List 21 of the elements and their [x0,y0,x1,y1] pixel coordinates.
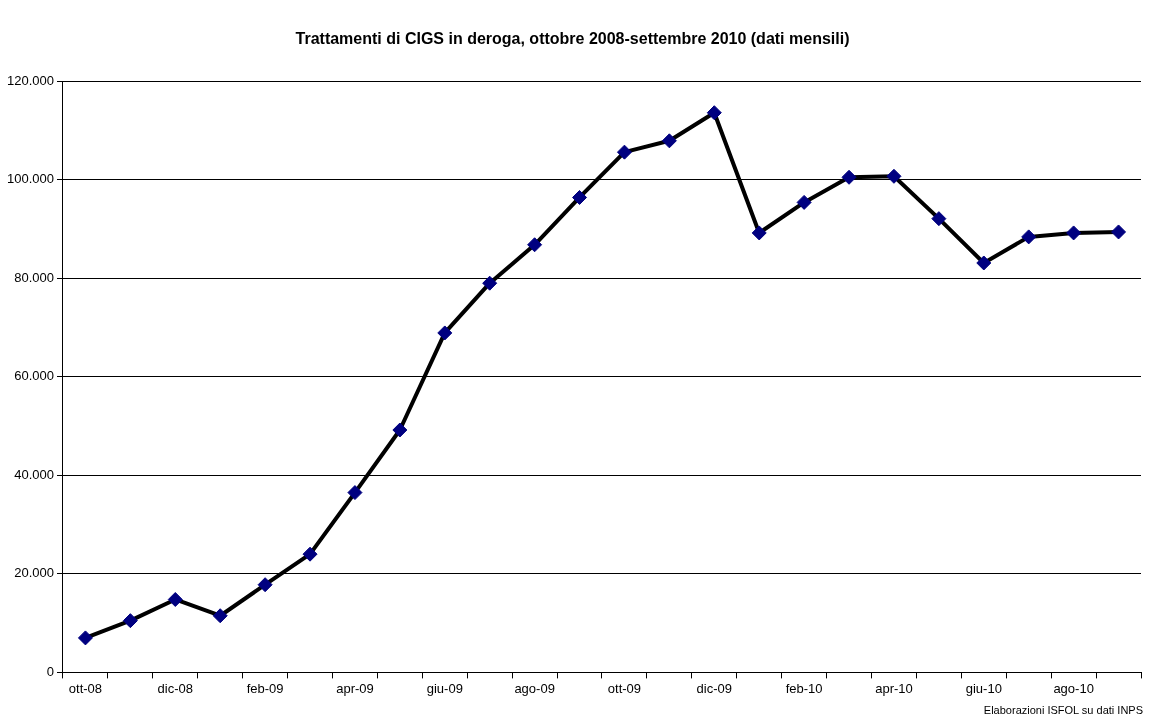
y-tick-label: 20.000 [14,565,54,581]
x-tick-label: giu-09 [426,680,463,696]
x-tick-label: apr-09 [336,680,374,696]
x-tick-label: giu-10 [965,680,1002,696]
x-tick-label: apr-10 [875,680,913,696]
x-tick-label: ago-09 [514,680,555,696]
y-tick-label: 60.000 [14,368,54,384]
y-tick-label: 0 [46,663,54,679]
y-tick-label: 120.000 [6,72,54,88]
chart-title: Trattamenti di CIGS in deroga, ottobre 2008-settembre 2010 (dati mensili) [295,30,850,48]
y-tick-label: 100.000 [6,171,54,187]
text: Elaborazioni ISFOL su dati INPS [983,704,1143,716]
x-tick-label: dic-09 [696,680,732,696]
y-tick-label: 80.000 [14,269,54,285]
x-tick-label: ott-09 [607,680,642,696]
x-tick-label: dic-08 [157,680,193,696]
x-tick-label: ago-10 [1053,680,1094,696]
x-tick-label: feb-09 [246,680,284,696]
x-tick-label: ott-08 [68,680,103,696]
y-tick-label: 40.000 [14,466,54,482]
x-tick-label: feb-10 [785,680,823,696]
